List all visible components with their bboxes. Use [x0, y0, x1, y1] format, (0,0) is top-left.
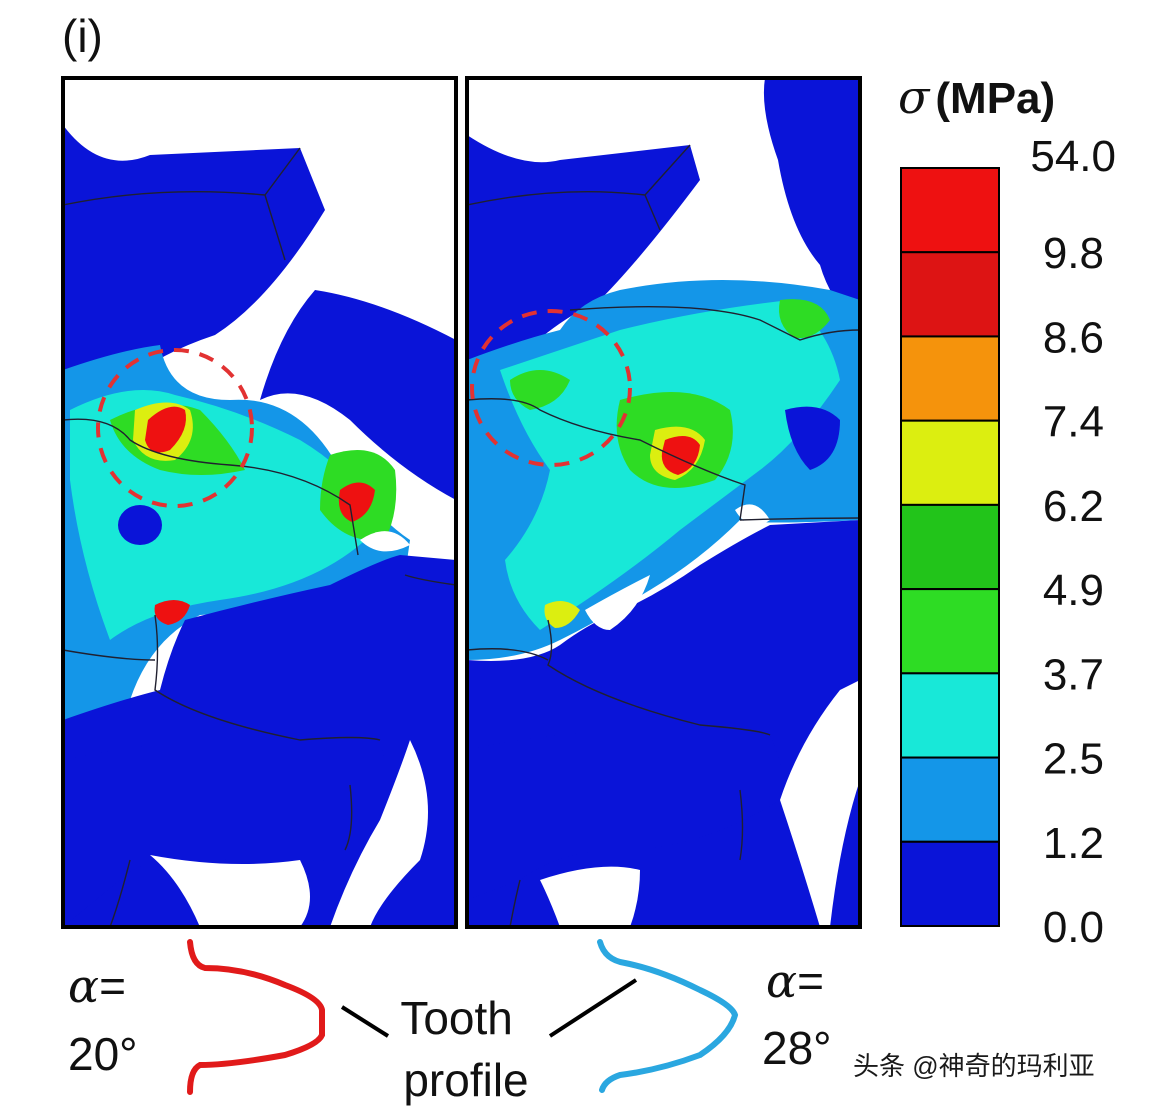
- right-gap-bottom: [540, 866, 640, 927]
- right-mesh-lines: [467, 144, 860, 927]
- left-connector-line: [340, 1005, 390, 1038]
- left-alpha-label: α=: [68, 959, 126, 1013]
- right-red-core: [661, 436, 700, 475]
- sigma-symbol: σ: [898, 70, 931, 124]
- right-tooth-profile-curve: [597, 939, 739, 1093]
- tooth-profile-line2: profile: [403, 1054, 528, 1106]
- right-stress-panel: [465, 76, 862, 929]
- colorbar-block: [900, 840, 1000, 927]
- colorbar-tick-label: 2.5: [1043, 735, 1104, 784]
- colorbar-tick-label: 3.7: [1043, 650, 1104, 699]
- right-alpha-equals: =: [797, 955, 824, 1007]
- colorbar-block: [900, 335, 1000, 422]
- left-gap-mid: [360, 531, 410, 552]
- left-blue-spot: [118, 505, 162, 545]
- left-right-tooth: [260, 290, 456, 500]
- tooth-profile-line1: Tooth: [400, 992, 513, 1044]
- colorbar-block: [900, 756, 1000, 843]
- colorbar-block: [900, 588, 1000, 675]
- left-upper-tooth: [63, 125, 325, 400]
- tooth-profile-label: Tooth profile: [400, 992, 528, 1106]
- left-alpha-value: 20°: [68, 1028, 138, 1080]
- left-tooth-profile-curve: [187, 939, 325, 1095]
- colorbar-title: σ (MPa): [898, 70, 1055, 124]
- left-alpha-equals: =: [99, 960, 126, 1012]
- colorbar-block: [900, 672, 1000, 759]
- panel-label: (i): [62, 10, 103, 62]
- right-dashed-circle: [470, 309, 632, 467]
- left-red-core: [145, 406, 186, 453]
- right-bottom-tooth: [467, 730, 784, 900]
- right-green-top: [779, 299, 830, 339]
- right-gap-low: [780, 680, 860, 927]
- colorbar-tick-label: 1.2: [1043, 819, 1104, 868]
- colorbar-unit: (MPa): [935, 74, 1055, 123]
- left-stress-panel: [61, 76, 458, 929]
- watermark: 头条 @神奇的玛利亚: [853, 1051, 1095, 1081]
- colorbar-tick-label: 7.4: [1043, 398, 1104, 447]
- right-alpha-label: α=: [766, 954, 824, 1008]
- left-gap-bottom: [150, 855, 310, 927]
- right-upper-right-tooth: [763, 78, 860, 330]
- right-green-left: [510, 370, 570, 410]
- left-bottom-tooth: [63, 737, 390, 927]
- left-red-root: [154, 600, 190, 625]
- colorbar-block: [900, 419, 1000, 506]
- colorbar-tick-label: 6.2: [1043, 482, 1104, 531]
- colorbar: σ (MPa) 54.0 9.8 8.6 7.4 6.2 4.9 3.7 2.5 1.2 0.0: [898, 70, 1116, 952]
- colorbar-block: [900, 167, 1000, 254]
- right-connector-line: [548, 978, 638, 1038]
- colorbar-tick-label: 0.0: [1043, 903, 1104, 952]
- left-mesh-lines: [63, 147, 456, 927]
- colorbar-tick-label: 4.9: [1043, 566, 1104, 615]
- left-dashed-circle: [96, 348, 254, 508]
- right-gap-left: [585, 575, 650, 630]
- right-blue-inner: [785, 406, 840, 470]
- right-alpha-value: 28°: [762, 1022, 832, 1074]
- colorbar-tick-label: 9.8: [1043, 229, 1104, 278]
- colorbar-tick-label: 8.6: [1043, 313, 1104, 362]
- colorbar-block: [900, 251, 1000, 338]
- colorbar-tick-label: 54.0: [1030, 132, 1116, 181]
- left-alpha-symbol: α: [68, 959, 99, 1013]
- right-yellow-root: [544, 601, 580, 628]
- right-alpha-symbol: α: [766, 954, 797, 1008]
- colorbar-ticks: 54.0 9.8 8.6 7.4 6.2 4.9 3.7 2.5 1.2 0.0: [1030, 132, 1116, 952]
- colorbar-block: [900, 503, 1000, 591]
- left-red-contact: [338, 482, 375, 522]
- left-gap-low: [330, 740, 428, 927]
- colorbar-blocks: [900, 167, 1000, 927]
